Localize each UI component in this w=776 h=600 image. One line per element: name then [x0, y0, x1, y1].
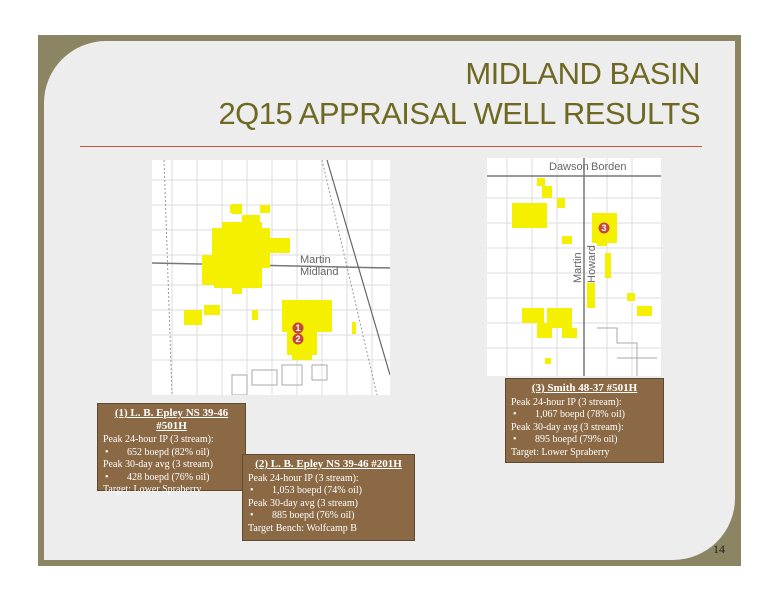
well-title: (2) L. B. Epley NS 39-46 #201H: [255, 458, 402, 470]
well-marker: [292, 333, 304, 345]
marker-label: 1: [295, 323, 300, 333]
well-line: Target Bench: Wolfcamp B: [248, 522, 357, 534]
well-box: (3) Smith 48-37 #501H Peak 24-hour IP (3 …: [505, 378, 664, 463]
title-line: MIDLAND BASIN: [465, 56, 700, 91]
well-box: (2) L. B. Epley NS 39-46 #201H Peak 24-ho…: [242, 454, 415, 541]
well-line: 885 boepd (76% oil): [248, 510, 409, 523]
title-line: 2Q15 APPRAISAL WELL RESULTS: [218, 96, 700, 131]
well-line: Peak 24-hour IP (3 stream):: [103, 434, 214, 445]
county-label: Martin: [300, 254, 331, 266]
title-rule: [80, 146, 702, 147]
county-label: Midland: [300, 266, 339, 278]
well-line: Peak 30-day avg (3 stream): [103, 459, 213, 470]
well-title: (1) L. B. Epley NS 39-46 #501H: [114, 407, 229, 432]
well-line: Peak 30-day avg (3 stream):: [511, 421, 624, 433]
well-line: 895 boepd (79% oil): [511, 434, 658, 447]
well-line: 652 boepd (82% oil): [103, 447, 240, 460]
well-line: 428 boepd (76% oil): [103, 472, 240, 485]
well-marker: [292, 322, 304, 334]
county-label: Borden: [591, 161, 626, 173]
well-title: (3) Smith 48-37 #501H: [531, 382, 638, 394]
well-line: 1,053 boepd (74% oil): [248, 485, 409, 498]
well-line: Target: Lower Spraberry: [103, 484, 202, 495]
county-label: Dawson: [549, 161, 589, 173]
well-line: Peak 30-day avg (3 stream): [248, 497, 358, 509]
marker-label: 2: [295, 334, 300, 344]
well-line: Target: Lower Spraberry: [511, 446, 610, 458]
well-line: Peak 24-hour IP (3 stream):: [248, 472, 359, 484]
well-box: (1) L. B. Epley NS 39-46 #501H Peak 24-ho…: [97, 403, 246, 495]
county-label: Howard: [586, 245, 598, 283]
well-marker: [598, 222, 610, 234]
map: Martin Midland 1 2: [152, 160, 390, 395]
marker-label: 3: [601, 223, 606, 233]
well-line: 1,067 boepd (78% oil): [511, 409, 658, 422]
map: Dawson Borden Martin Howard 3: [487, 158, 661, 376]
county-label: Martin: [572, 252, 584, 283]
page-number: 14: [713, 542, 725, 556]
well-line: Peak 24-hour IP (3 stream):: [511, 396, 622, 408]
